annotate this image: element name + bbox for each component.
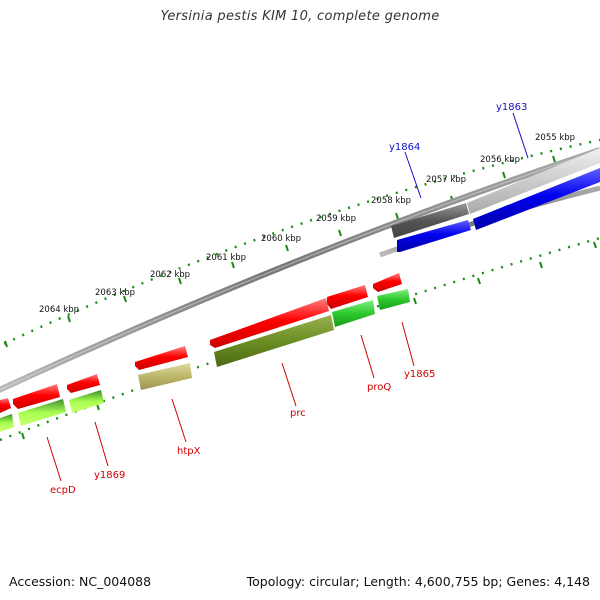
ruler-label-2061: 2061 kbp bbox=[206, 253, 246, 263]
gene-label-y1864: y1864 bbox=[389, 142, 420, 153]
gene-label-prc: prc bbox=[290, 408, 306, 419]
y1864-gene-arrow[interactable] bbox=[397, 220, 471, 252]
y1864-cds-arrow[interactable] bbox=[391, 203, 469, 238]
ruler-label-2060: 2060 kbp bbox=[261, 234, 301, 244]
cds-features bbox=[0, 289, 410, 432]
accession-text: Accession: NC_004088 bbox=[9, 574, 152, 589]
map-title: Yersinia pestis KIM 10, complete genome bbox=[160, 9, 440, 24]
ecpD-gene-arrow[interactable] bbox=[13, 384, 60, 409]
y1863-cds-arrow[interactable] bbox=[467, 148, 600, 214]
proQ-gene-arrow[interactable] bbox=[327, 285, 368, 309]
prc-gene-arrow[interactable] bbox=[210, 298, 329, 348]
gene-label-y1869: y1869 bbox=[94, 470, 125, 481]
proQ-cds[interactable] bbox=[332, 300, 375, 327]
ruler-label-2057: 2057 kbp bbox=[426, 175, 466, 185]
y1865-gene-arrow[interactable] bbox=[373, 273, 402, 292]
gene-label-y1865: y1865 bbox=[404, 369, 435, 380]
ruler-label-2062: 2062 kbp bbox=[150, 270, 190, 280]
htpX-cds[interactable] bbox=[138, 363, 192, 390]
y1865-cds[interactable] bbox=[377, 289, 410, 310]
gene-label-htpX: htpX bbox=[177, 446, 201, 457]
ruler-label-2056: 2056 kbp bbox=[480, 155, 520, 165]
left-edge-cds[interactable] bbox=[0, 414, 14, 432]
y1869-gene-arrow[interactable] bbox=[67, 374, 100, 393]
gene-label-y1863: y1863 bbox=[496, 102, 527, 113]
ecpD-cds[interactable] bbox=[18, 399, 66, 426]
gene-label-proQ: proQ bbox=[367, 382, 391, 393]
label-connectors bbox=[46, 112, 529, 482]
ruler-label-2059: 2059 kbp bbox=[316, 214, 356, 224]
left-edge-gene-arrow[interactable] bbox=[0, 398, 11, 413]
ruler-label-2055: 2055 kbp bbox=[535, 133, 575, 143]
htpX-gene-arrow[interactable] bbox=[135, 346, 188, 370]
ruler-label-2063: 2063 kbp bbox=[95, 288, 135, 298]
prc-cds[interactable] bbox=[214, 315, 334, 367]
gene-labels: y1863 y1864 y1865 proQ prc htpX y1869 ec… bbox=[50, 102, 527, 496]
genome-stats-text: Topology: circular; Length: 4,600,755 bp… bbox=[246, 574, 590, 589]
y1863-gene-arrow[interactable] bbox=[473, 168, 600, 230]
gene-label-ecpD: ecpD bbox=[50, 485, 76, 496]
ruler-label-2064: 2064 kbp bbox=[39, 305, 79, 315]
reverse-strand-features bbox=[0, 273, 402, 413]
ruler-labels: 2055 kbp 2056 kbp 2057 kbp 2058 kbp 2059… bbox=[39, 133, 575, 315]
y1869-cds[interactable] bbox=[69, 390, 104, 413]
ruler-label-2058: 2058 kbp bbox=[371, 196, 411, 206]
forward-strand-features bbox=[391, 148, 600, 252]
